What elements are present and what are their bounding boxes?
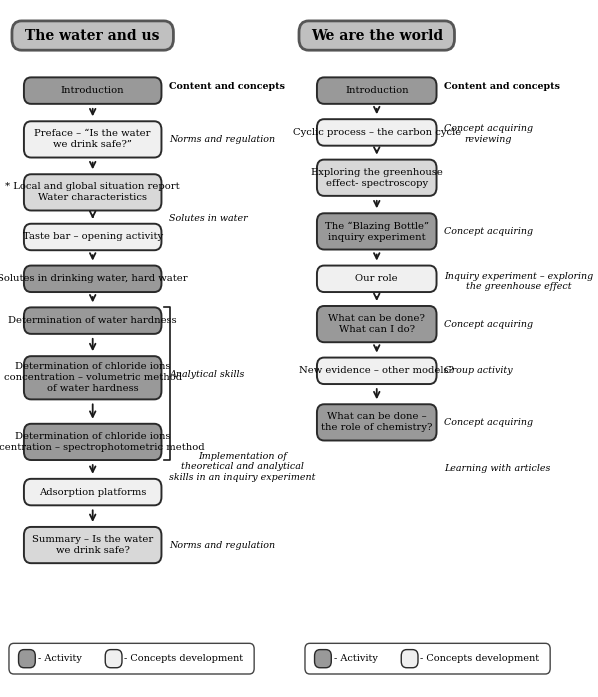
Text: - Activity: - Activity xyxy=(334,654,377,663)
Text: Norms and regulation: Norms and regulation xyxy=(169,135,275,144)
FancyBboxPatch shape xyxy=(24,174,161,210)
FancyBboxPatch shape xyxy=(317,266,437,292)
Text: Solutes in drinking water, hard water: Solutes in drinking water, hard water xyxy=(0,275,188,283)
Text: Concept acquiring: Concept acquiring xyxy=(444,320,533,328)
FancyBboxPatch shape xyxy=(317,160,437,196)
Text: Inquiry experiment – exploring
the greenhouse effect: Inquiry experiment – exploring the green… xyxy=(444,272,593,291)
FancyBboxPatch shape xyxy=(317,306,437,342)
FancyBboxPatch shape xyxy=(299,21,454,50)
Text: Adsorption platforms: Adsorption platforms xyxy=(39,488,147,496)
Text: Determination of water hardness: Determination of water hardness xyxy=(8,316,177,325)
Text: Exploring the greenhouse
effect- spectroscopy: Exploring the greenhouse effect- spectro… xyxy=(311,168,443,187)
Text: What can be done –
the role of chemistry?: What can be done – the role of chemistry… xyxy=(321,413,432,432)
Text: What can be done?
What can I do?: What can be done? What can I do? xyxy=(328,314,425,334)
Text: Content and concepts: Content and concepts xyxy=(444,82,560,91)
Text: Solutes in water: Solutes in water xyxy=(169,215,248,223)
FancyBboxPatch shape xyxy=(24,356,161,399)
FancyBboxPatch shape xyxy=(24,424,161,460)
FancyBboxPatch shape xyxy=(317,358,437,384)
FancyBboxPatch shape xyxy=(24,527,161,563)
Text: Introduction: Introduction xyxy=(61,86,124,95)
FancyBboxPatch shape xyxy=(317,77,437,104)
Text: Introduction: Introduction xyxy=(345,86,408,95)
Text: Summary – Is the water
we drink safe?: Summary – Is the water we drink safe? xyxy=(32,535,153,555)
Text: Our role: Our role xyxy=(355,275,398,283)
Text: Concept acquiring: Concept acquiring xyxy=(444,418,533,427)
FancyBboxPatch shape xyxy=(24,266,161,292)
FancyBboxPatch shape xyxy=(105,650,122,668)
Text: The “Blazing Bottle”
inquiry experiment: The “Blazing Bottle” inquiry experiment xyxy=(325,221,429,242)
FancyBboxPatch shape xyxy=(401,650,418,668)
Text: We are the world: We are the world xyxy=(311,29,443,43)
Text: Concept acquiring
reviewing: Concept acquiring reviewing xyxy=(444,124,533,144)
Text: Norms and regulation: Norms and regulation xyxy=(169,541,275,549)
FancyBboxPatch shape xyxy=(24,77,161,104)
Text: - Concepts development: - Concepts development xyxy=(124,654,243,663)
Text: * Local and global situation report
Water characteristics: * Local and global situation report Wate… xyxy=(5,183,180,202)
Text: Concept acquiring: Concept acquiring xyxy=(444,227,533,236)
Text: Cyclic process – the carbon cycle: Cyclic process – the carbon cycle xyxy=(292,128,461,137)
FancyBboxPatch shape xyxy=(315,650,331,668)
Text: - Concepts development: - Concepts development xyxy=(420,654,539,663)
Text: The water and us: The water and us xyxy=(26,29,160,43)
FancyBboxPatch shape xyxy=(317,119,437,146)
Text: Determination of chloride ions
concentration – volumetric method
of water hardne: Determination of chloride ions concentra… xyxy=(4,362,182,393)
FancyBboxPatch shape xyxy=(24,479,161,505)
Text: Determination of chloride ions
concentration – spectrophotometric method: Determination of chloride ions concentra… xyxy=(0,432,205,452)
Text: Learning with articles: Learning with articles xyxy=(444,464,550,473)
FancyBboxPatch shape xyxy=(317,213,437,250)
Text: Implementation of
theoretical and analytical
skills in an inquiry experiment: Implementation of theoretical and analyt… xyxy=(169,452,316,482)
FancyBboxPatch shape xyxy=(305,643,550,674)
Text: - Activity: - Activity xyxy=(38,654,81,663)
Text: Analytical skills: Analytical skills xyxy=(169,370,245,378)
Text: Taste bar – opening activity: Taste bar – opening activity xyxy=(23,233,163,241)
FancyBboxPatch shape xyxy=(24,307,161,334)
FancyBboxPatch shape xyxy=(24,121,161,158)
Text: New evidence – other models?: New evidence – other models? xyxy=(300,367,454,375)
FancyBboxPatch shape xyxy=(317,404,437,441)
FancyBboxPatch shape xyxy=(12,21,173,50)
FancyBboxPatch shape xyxy=(9,643,254,674)
Text: Preface – “Is the water
we drink safe?”: Preface – “Is the water we drink safe?” xyxy=(35,130,151,149)
Text: Content and concepts: Content and concepts xyxy=(169,82,285,91)
FancyBboxPatch shape xyxy=(24,224,161,250)
Text: Group activity: Group activity xyxy=(444,367,512,375)
FancyBboxPatch shape xyxy=(19,650,35,668)
